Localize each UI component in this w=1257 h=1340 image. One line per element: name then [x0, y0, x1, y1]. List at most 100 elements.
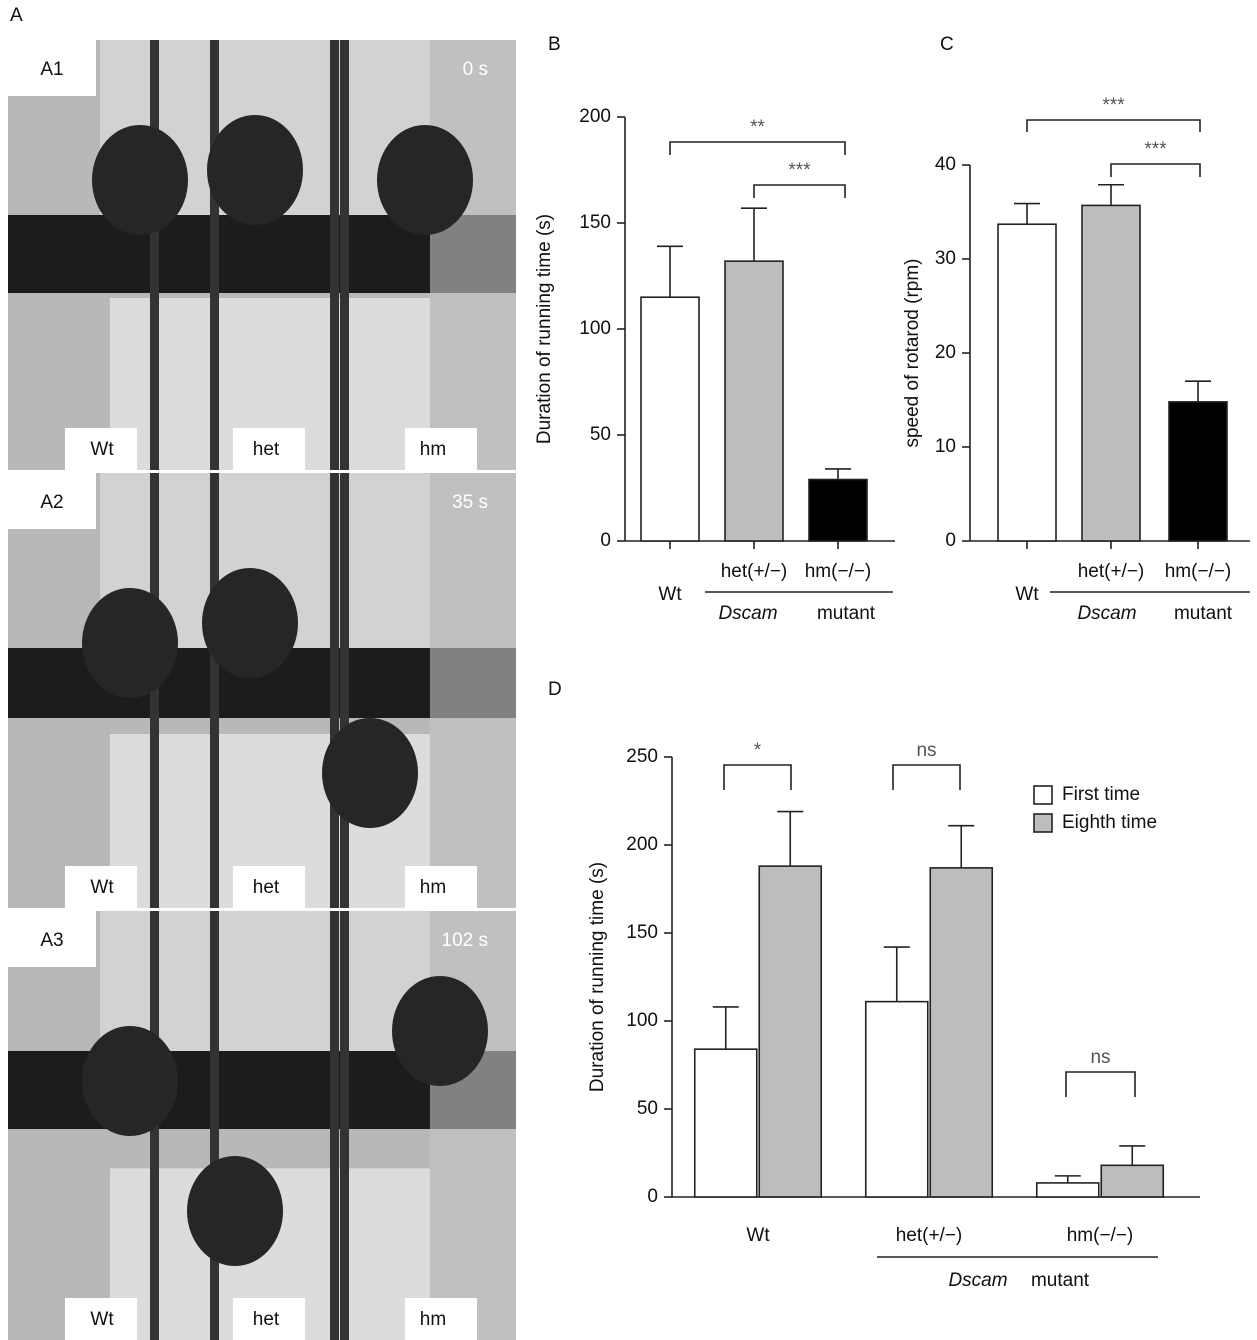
significance-bracket — [754, 185, 845, 198]
group-label: mutant — [1174, 603, 1233, 624]
x-tick-label: Wt — [658, 584, 682, 605]
significance-bracket — [1027, 120, 1200, 132]
x-tick-label: het(+/−) — [896, 1225, 963, 1246]
rod-divider — [210, 473, 219, 908]
rod-divider — [330, 473, 339, 908]
y-tick-label: 200 — [626, 834, 658, 855]
significance-label: * — [754, 740, 762, 761]
rod-divider — [430, 911, 516, 1340]
mouse — [92, 125, 188, 235]
bar — [998, 224, 1056, 541]
y-tick-label: 100 — [579, 318, 611, 339]
mouse — [187, 1156, 283, 1266]
group-label: mutant — [1031, 1270, 1090, 1291]
mouse-label: het — [253, 439, 280, 460]
rod-divider — [430, 40, 516, 470]
legend-label: Eighth time — [1062, 812, 1157, 833]
mouse-label: Wt — [90, 877, 114, 898]
significance-label: *** — [1102, 95, 1125, 116]
rod-divider — [340, 473, 349, 908]
bar — [759, 866, 821, 1197]
mouse — [377, 125, 473, 235]
y-axis-label: Duration of running time (s) — [587, 862, 608, 1092]
x-tick-label: hm(−/−) — [1067, 1225, 1134, 1246]
frame-label: A3 — [40, 930, 63, 951]
mouse-label: het — [253, 877, 280, 898]
x-tick-label: het(+/−) — [721, 561, 788, 582]
rod-divider — [330, 911, 339, 1340]
bar — [1169, 402, 1227, 541]
x-tick-label: Wt — [1015, 584, 1039, 605]
mouse-label: Wt — [90, 439, 114, 460]
bar — [1101, 1165, 1163, 1197]
rod-divider — [210, 911, 219, 1340]
significance-label: *** — [788, 160, 811, 181]
panel-letter: C — [940, 34, 954, 55]
mouse — [322, 718, 418, 828]
bar — [866, 1002, 928, 1197]
panel-letter: A — [10, 5, 23, 26]
y-tick-label: 50 — [590, 424, 611, 445]
group-label: mutant — [817, 603, 876, 624]
frame-label: A2 — [40, 492, 63, 513]
panel-letter: B — [548, 34, 561, 55]
rod-divider — [430, 473, 516, 908]
significance-label: ** — [750, 117, 765, 138]
frame-time: 35 s — [452, 492, 488, 513]
y-tick-label: 0 — [600, 530, 611, 551]
frame-label: A1 — [40, 59, 63, 80]
bar — [1082, 205, 1140, 541]
y-axis-label: speed of rotarod (rpm) — [902, 258, 923, 447]
y-tick-label: 50 — [637, 1098, 658, 1119]
bar — [930, 868, 992, 1197]
x-tick-label: hm(−/−) — [805, 561, 872, 582]
rod-divider — [340, 911, 349, 1340]
bar — [695, 1049, 757, 1197]
significance-label: *** — [1144, 139, 1167, 160]
legend-swatch — [1034, 786, 1052, 804]
rod-divider — [210, 40, 219, 470]
rod-divider — [150, 40, 159, 470]
mouse — [82, 588, 178, 698]
legend-label: First time — [1062, 784, 1140, 805]
frame-time: 0 s — [463, 59, 488, 80]
y-tick-label: 0 — [647, 1186, 658, 1207]
significance-bracket — [724, 765, 791, 790]
y-tick-label: 150 — [579, 212, 611, 233]
mouse — [207, 115, 303, 225]
y-tick-label: 200 — [579, 106, 611, 127]
mouse — [392, 976, 488, 1086]
y-axis-label: Duration of running time (s) — [534, 214, 555, 444]
figure: A A1 0 s Wt het hm A2 35 s Wt het hm A3 102 s Wt het h… — [0, 0, 1257, 1340]
mouse-label: het — [253, 1309, 280, 1330]
y-tick-label: 0 — [945, 530, 956, 551]
panel-letter: D — [548, 679, 562, 700]
y-tick-label: 150 — [626, 922, 658, 943]
x-tick-label: het(+/−) — [1078, 561, 1145, 582]
bar — [809, 480, 867, 541]
group-label: Dscam — [948, 1270, 1007, 1291]
significance-bracket — [893, 765, 960, 790]
mouse — [82, 1026, 178, 1136]
y-tick-label: 30 — [935, 248, 956, 269]
bar — [641, 297, 699, 541]
x-tick-label: Wt — [746, 1225, 770, 1246]
rod-divider — [340, 40, 349, 470]
mouse-label: Wt — [90, 1309, 114, 1330]
significance-label: ns — [1090, 1047, 1110, 1068]
rod-divider — [330, 40, 339, 470]
group-label: Dscam — [718, 603, 777, 624]
mouse — [202, 568, 298, 678]
frame-time: 102 s — [442, 930, 488, 951]
significance-bracket — [670, 142, 845, 155]
significance-bracket — [1066, 1072, 1135, 1097]
significance-bracket — [1111, 164, 1200, 177]
y-tick-label: 250 — [626, 746, 658, 767]
mouse-label: hm — [420, 1309, 446, 1330]
group-label: Dscam — [1077, 603, 1136, 624]
mouse-label: hm — [420, 439, 446, 460]
mouse-label: hm — [420, 877, 446, 898]
bar — [1037, 1183, 1099, 1197]
x-tick-label: hm(−/−) — [1165, 561, 1232, 582]
legend-swatch — [1034, 814, 1052, 832]
